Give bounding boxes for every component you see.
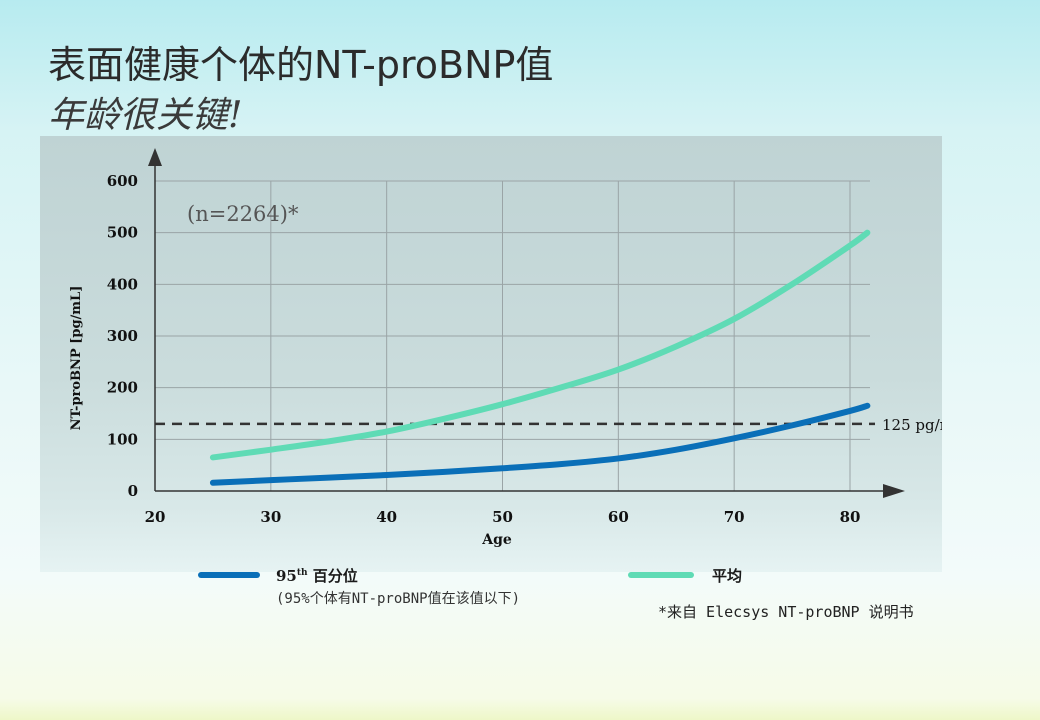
sample-size-annotation: (n=2264)*	[187, 202, 299, 226]
source-footnote: *来自 Elecsys NT-proBNP 说明书	[658, 603, 914, 621]
slide-subtitle: 年龄很关键!	[48, 95, 243, 136]
series-line-mean	[209, 229, 871, 461]
y-tick-label: 200	[107, 379, 138, 397]
y-tick-label: 500	[107, 224, 138, 242]
reference-line-label: 125 pg/mL	[882, 416, 942, 434]
chart-panel: 20 30 40 50 60 70 80 0 100 200 300 400 500 600 Age NT-p…	[40, 136, 942, 572]
legend-swatch-p95	[198, 572, 260, 578]
legend-label-p95: 95th 百分位	[276, 567, 358, 585]
slide-title: 表面健康个体的NT-proBNP值	[48, 43, 554, 87]
x-tick-label: 20	[145, 508, 166, 526]
line-chart: 20 30 40 50 60 70 80 0 100 200 300 400 500 600 Age NT-p…	[69, 148, 942, 548]
legend-note-p95: (95%个体有NT-proBNP值在该值以下)	[276, 591, 521, 607]
y-tick-label: 600	[107, 172, 138, 190]
x-tick-label: 60	[608, 508, 629, 526]
x-tick-label: 50	[492, 508, 513, 526]
x-tick-label: 40	[376, 508, 397, 526]
y-axis-label: NT-proBNP [pg/mL]	[69, 286, 84, 431]
series-line-p95	[209, 402, 871, 486]
y-tick-label: 0	[128, 482, 138, 500]
legend-label-mean: 平均	[712, 567, 743, 585]
legend-swatch-mean	[628, 572, 694, 578]
x-axis-label: Age	[481, 532, 512, 548]
y-tick-label: 300	[107, 327, 138, 345]
y-tick-label: 100	[107, 430, 138, 448]
y-tick-label: 400	[107, 275, 138, 293]
x-tick-label: 80	[840, 508, 861, 526]
y-axis-arrow	[148, 148, 162, 166]
x-tick-label: 30	[260, 508, 281, 526]
x-axis-arrow	[883, 484, 905, 498]
x-tick-label: 70	[724, 508, 745, 526]
